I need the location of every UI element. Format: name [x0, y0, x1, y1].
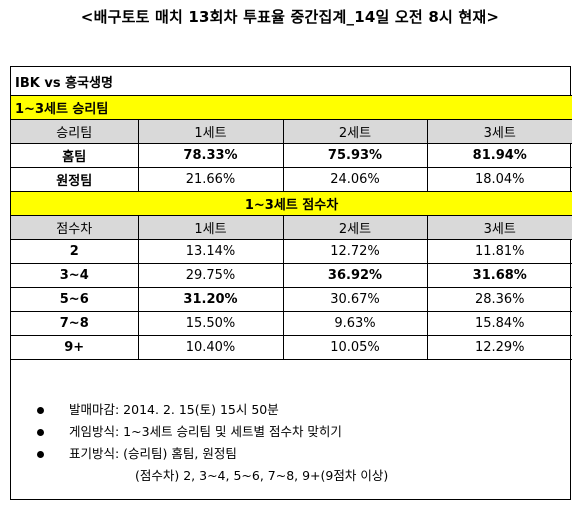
- header-cell: 1세트: [137, 119, 284, 144]
- table-row: 9+ 10.40% 10.05% 12.29%: [11, 335, 572, 360]
- bullet-icon: [37, 451, 44, 458]
- value-cell: 30.67%: [282, 287, 428, 312]
- value-cell: 11.81%: [426, 239, 572, 264]
- value-cell: 15.50%: [137, 311, 284, 336]
- header-cell: 2세트: [282, 119, 428, 144]
- note-text: (점수차) 2, 3~4, 5~6, 7~8, 9+(9점차 이상): [135, 468, 389, 483]
- row-label: 9+: [11, 335, 139, 360]
- value-cell: 12.72%: [282, 239, 428, 264]
- row-label: 2: [11, 239, 139, 264]
- matchup-label: IBK vs 흥국생명: [11, 67, 572, 96]
- value-cell: 31.20%: [137, 287, 284, 312]
- header-cell: 2세트: [282, 215, 428, 240]
- value-cell: 31.68%: [426, 263, 572, 288]
- note-text: 발매마감: 2014. 2. 15(토) 15시 50분: [69, 402, 279, 417]
- row-label: 3~4: [11, 263, 139, 288]
- page-title: <배구토토 매치 13회차 투표율 중간집계_14일 오전 8시 현재>: [80, 8, 500, 26]
- notes-list: 발매마감: 2014. 2. 15(토) 15시 50분 게임방식: 1~3세트…: [11, 399, 570, 487]
- bullet-icon: [37, 407, 44, 414]
- results-table: IBK vs 흥국생명 1~3세트 승리팀 승리팀 1세트 2세트 3세트 홈팀…: [11, 67, 572, 360]
- header-cell: 3세트: [426, 215, 572, 240]
- header-cell: 3세트: [426, 119, 572, 144]
- win-section-title: 1~3세트 승리팀: [11, 95, 572, 120]
- header-cell: 1세트: [137, 215, 284, 240]
- diff-section-header: 1~3세트 점수차: [11, 191, 572, 216]
- header-cell: 점수차: [11, 215, 139, 240]
- table-row: 5~6 31.20% 30.67% 28.36%: [11, 287, 572, 312]
- table-row: 2 13.14% 12.72% 11.81%: [11, 239, 572, 264]
- note-item: 표기방식: (승리팀) 홈팀, 원정팀: [11, 443, 570, 465]
- table-row: 7~8 15.50% 9.63% 15.84%: [11, 311, 572, 336]
- row-label: 5~6: [11, 287, 139, 312]
- value-cell: 13.14%: [137, 239, 284, 264]
- note-continuation: (점수차) 2, 3~4, 5~6, 7~8, 9+(9점차 이상): [11, 465, 570, 487]
- table-row: 원정팀 21.66% 24.06% 18.04%: [11, 167, 572, 192]
- value-cell: 75.93%: [282, 143, 428, 168]
- note-text: 게임방식: 1~3세트 승리팀 및 세트별 점수차 맞히기: [69, 424, 342, 439]
- value-cell: 29.75%: [137, 263, 284, 288]
- value-cell: 10.05%: [282, 335, 428, 360]
- value-cell: 9.63%: [282, 311, 428, 336]
- row-label: 홈팀: [11, 143, 139, 168]
- value-cell: 78.33%: [137, 143, 284, 168]
- note-text: 표기방식: (승리팀) 홈팀, 원정팀: [69, 446, 237, 461]
- value-cell: 18.04%: [426, 167, 572, 192]
- note-item: 발매마감: 2014. 2. 15(토) 15시 50분: [11, 399, 570, 421]
- row-label: 원정팀: [11, 167, 139, 192]
- value-cell: 15.84%: [426, 311, 572, 336]
- value-cell: 81.94%: [426, 143, 572, 168]
- results-table-frame: IBK vs 흥국생명 1~3세트 승리팀 승리팀 1세트 2세트 3세트 홈팀…: [10, 66, 572, 500]
- note-item: 게임방식: 1~3세트 승리팀 및 세트별 점수차 맞히기: [11, 421, 570, 443]
- win-section-header: 1~3세트 승리팀: [11, 95, 572, 120]
- value-cell: 36.92%: [282, 263, 428, 288]
- value-cell: 10.40%: [137, 335, 284, 360]
- table-row: 3~4 29.75% 36.92% 31.68%: [11, 263, 572, 288]
- value-cell: 24.06%: [282, 167, 428, 192]
- value-cell: 21.66%: [137, 167, 284, 192]
- win-header-row: 승리팀 1세트 2세트 3세트: [11, 119, 572, 144]
- table-row: 홈팀 78.33% 75.93% 81.94%: [11, 143, 572, 168]
- value-cell: 28.36%: [426, 287, 572, 312]
- bullet-icon: [37, 429, 44, 436]
- matchup-row: IBK vs 흥국생명: [11, 67, 572, 96]
- row-label: 7~8: [11, 311, 139, 336]
- value-cell: 12.29%: [426, 335, 572, 360]
- diff-header-row: 점수차 1세트 2세트 3세트: [11, 215, 572, 240]
- header-cell: 승리팀: [11, 119, 139, 144]
- diff-section-title: 1~3세트 점수차: [11, 191, 572, 216]
